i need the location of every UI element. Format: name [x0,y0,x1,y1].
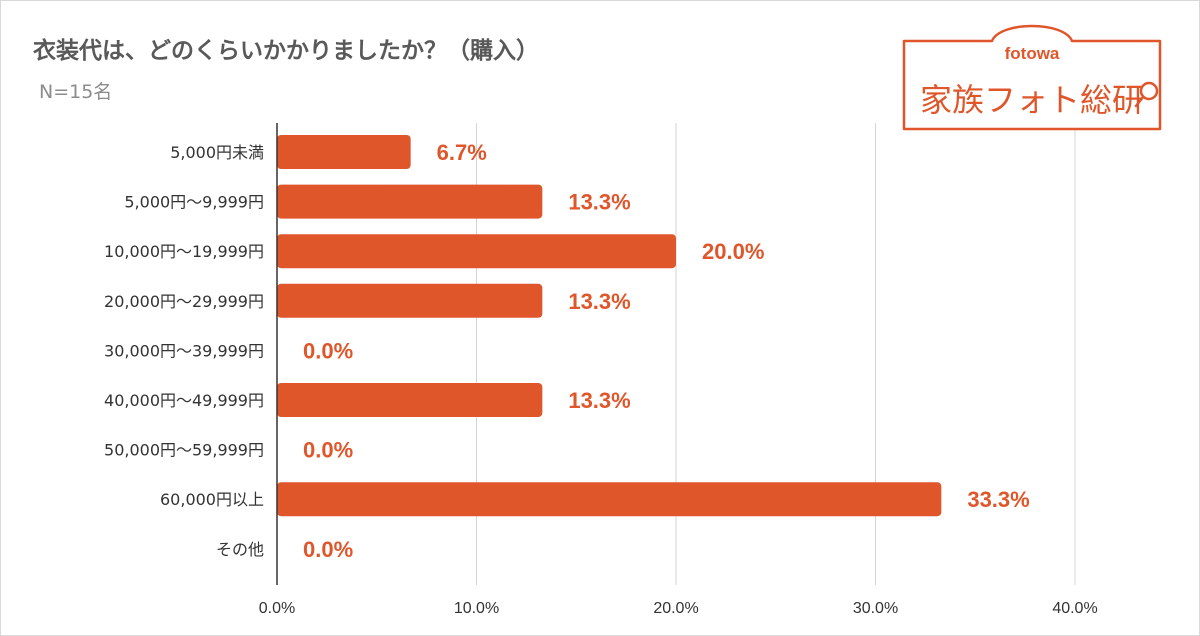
bar [277,184,543,219]
logo-name: 家族フォト総研 [920,81,1144,119]
bar [277,482,942,517]
logo-brand: fotowa [1005,44,1060,63]
data-label: 33.3% [967,487,1029,512]
category-label: その他 [216,540,264,559]
data-label: 20.0% [702,239,764,264]
bar [277,135,411,169]
category-label: 5,000円～9,999円 [124,193,264,212]
chart-title: 衣装代は、どのくらいかかりましたか？（購入） [33,38,539,64]
category-label: 10,000円～19,999円 [104,242,264,261]
data-label: 0.0% [303,438,353,463]
category-label: 5,000円未満 [170,143,264,162]
category-label: 30,000円～39,999円 [104,341,264,360]
x-tick-label: 10.0% [454,600,499,617]
fotowa-logo: fotowa 家族フォト総研 [902,24,1162,131]
category-label: 20,000円～29,999円 [104,292,264,311]
data-label: 13.3% [568,289,630,314]
bar [277,283,543,318]
x-tick-label: 40.0% [1052,600,1097,617]
x-tick-label: 0.0% [259,600,295,617]
x-tick-label: 30.0% [853,600,898,617]
x-tick-label: 20.0% [653,600,698,617]
data-label: 6.7% [437,140,487,165]
chart-subtitle: N=15名 [39,81,113,103]
magnifier-icon [1134,81,1159,108]
category-label: 50,000円～59,999円 [104,441,264,460]
bar [277,383,543,417]
logo-frame-icon [902,24,1162,131]
category-label: 40,000円～49,999円 [104,391,264,410]
bar [277,234,676,269]
data-label: 0.0% [303,537,353,562]
data-label: 13.3% [568,388,630,413]
data-label: 0.0% [303,338,353,363]
data-label: 13.3% [568,190,630,215]
category-label: 60,000円以上 [160,490,264,509]
